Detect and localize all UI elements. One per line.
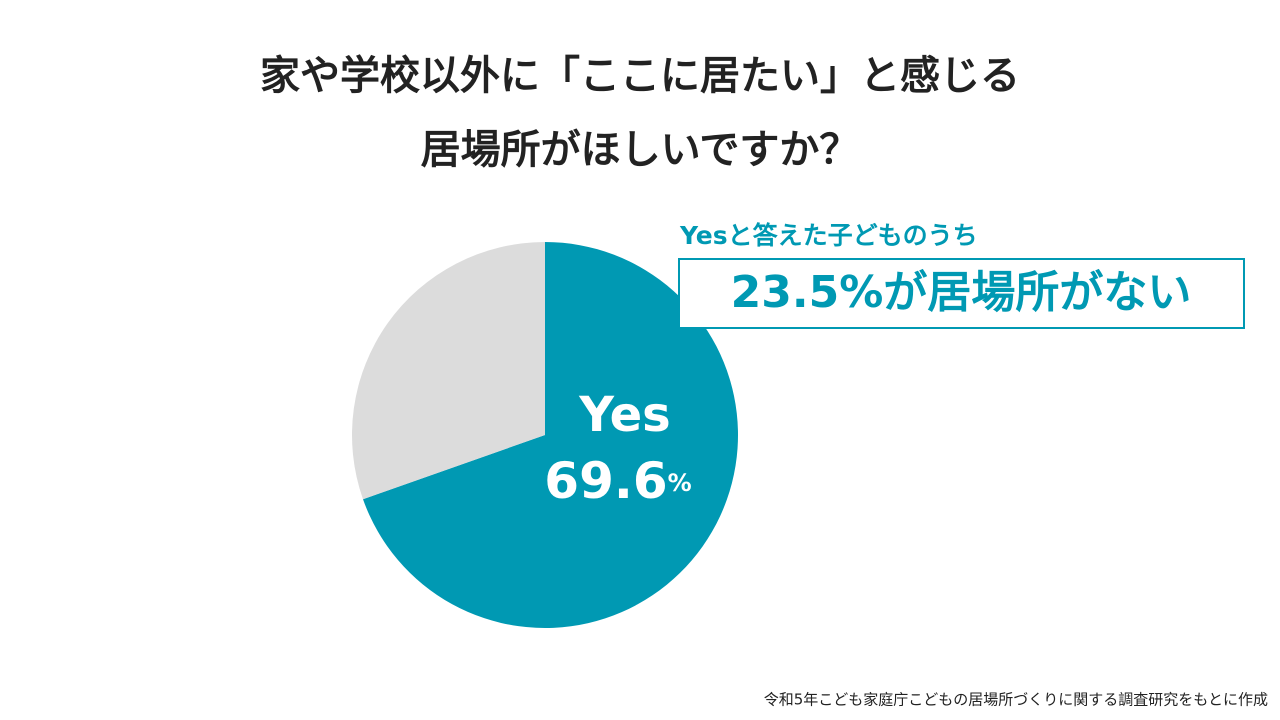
chart-title: 家や学校以外に「ここに居たい」と感じる [260, 53, 1020, 99]
annotation-box [678, 258, 1245, 329]
slice-value-label: 69.6% [544, 452, 691, 510]
slice-category-label: Yes [578, 387, 670, 443]
pie-slice [351, 242, 545, 500]
annotation-subtitle: Yesと答えた子どものうち [679, 221, 978, 250]
pie: Yes 69.6% [351, 242, 738, 628]
annotation-highlight: 23.5%が居場所がない [731, 267, 1192, 318]
source-note: 令和5年こども家庭庁こどもの居場所づくりに関する調査研究をもとに作成 [764, 691, 1268, 709]
pie-slice [363, 242, 738, 628]
chart-title: 居場所がほしいですか？ [421, 127, 860, 173]
